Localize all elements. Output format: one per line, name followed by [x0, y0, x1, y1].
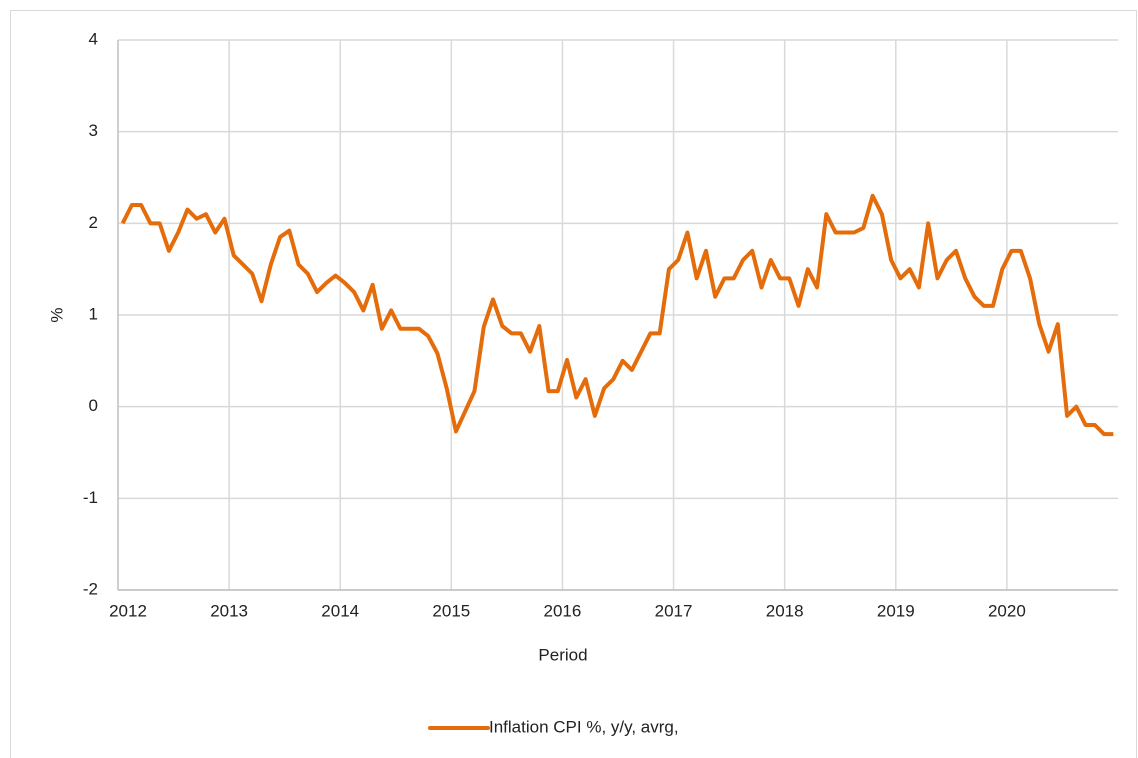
chart-frame	[10, 10, 1137, 758]
y-tick-label: -1	[83, 488, 98, 507]
y-tick-label: 3	[89, 121, 98, 140]
y-tick-label: 2	[89, 213, 98, 232]
y-axis-label: %	[47, 307, 66, 322]
x-axis-label: Period	[538, 645, 587, 664]
x-tick-label: 2017	[655, 601, 693, 620]
x-tick-label: 2016	[544, 601, 582, 620]
x-tick-label: 2015	[432, 601, 470, 620]
x-tick-label: 2019	[877, 601, 915, 620]
y-tick-label: 4	[89, 29, 98, 48]
y-tick-label: 1	[89, 304, 98, 323]
data-line	[120, 193, 1114, 437]
y-tick-label: -2	[83, 579, 98, 598]
legend-label: Inflation CPI %, y/y, avrg,	[489, 717, 679, 736]
x-tick-label: 2018	[766, 601, 804, 620]
x-tick-label: 2013	[210, 601, 248, 620]
y-tick-label: 0	[89, 396, 98, 415]
x-tick-label: 2012	[109, 601, 147, 620]
x-tick-label: 2020	[988, 601, 1026, 620]
x-tick-label: 2014	[321, 601, 359, 620]
